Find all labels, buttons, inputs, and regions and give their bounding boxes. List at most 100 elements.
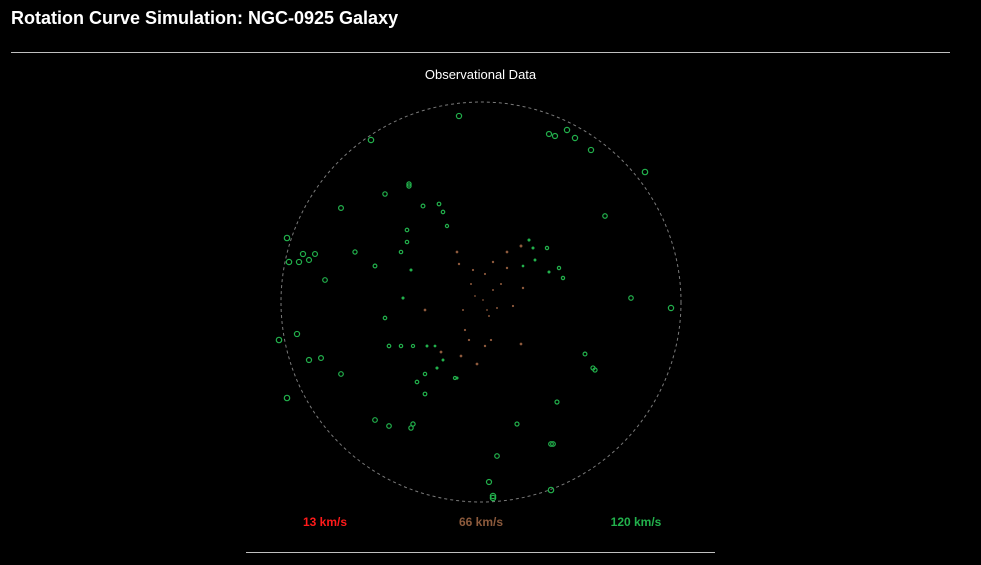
data-point	[338, 371, 344, 377]
data-point	[459, 354, 463, 358]
data-point	[367, 136, 375, 144]
data-point	[444, 223, 450, 229]
data-point	[435, 366, 439, 370]
data-point	[489, 338, 493, 342]
data-point	[372, 263, 378, 269]
data-point	[521, 264, 525, 268]
data-point	[560, 275, 566, 281]
data-point	[582, 351, 588, 357]
data-point	[293, 330, 301, 338]
data-point	[488, 315, 490, 317]
data-point	[352, 249, 358, 255]
data-point	[420, 203, 426, 209]
data-point	[533, 258, 537, 262]
data-point	[311, 250, 319, 258]
data-point	[485, 478, 493, 486]
data-point	[547, 270, 551, 274]
data-point	[499, 282, 503, 286]
data-point	[401, 296, 405, 300]
data-point	[548, 441, 554, 447]
data-point	[556, 265, 562, 271]
data-point	[551, 132, 559, 140]
data-point	[406, 183, 412, 189]
data-point	[471, 268, 475, 272]
data-point	[519, 244, 523, 248]
data-point	[285, 258, 293, 266]
data-point	[482, 299, 484, 301]
data-point	[410, 343, 416, 349]
data-point	[283, 234, 291, 242]
legend-low-velocity: 13 km/s	[302, 515, 348, 529]
data-point	[338, 205, 345, 212]
data-point	[587, 146, 595, 154]
data-point	[505, 266, 509, 270]
data-point	[422, 371, 428, 377]
data-point	[489, 494, 497, 502]
data-point	[496, 307, 498, 309]
panel-title: Observational Data	[424, 67, 537, 82]
data-point	[404, 239, 410, 245]
data-point	[511, 304, 515, 308]
data-point	[409, 268, 413, 272]
data-point	[398, 249, 404, 255]
footer-divider	[246, 552, 715, 553]
data-point	[452, 375, 458, 381]
data-point	[386, 423, 392, 429]
header-divider	[11, 52, 950, 53]
data-point	[299, 250, 307, 258]
data-point	[322, 277, 328, 283]
data-point	[491, 260, 495, 264]
data-point	[519, 342, 523, 346]
data-point	[470, 283, 472, 285]
data-point	[441, 358, 445, 362]
data-point	[410, 421, 416, 427]
data-point	[467, 338, 471, 342]
data-point	[544, 245, 550, 251]
data-point	[667, 304, 675, 312]
page-title: Rotation Curve Simulation: NGC-0925 Gala…	[11, 8, 399, 28]
data-point	[602, 213, 608, 219]
data-point	[455, 250, 459, 254]
data-point	[527, 238, 531, 242]
data-point	[305, 356, 313, 364]
data-point	[305, 256, 313, 264]
data-point	[592, 367, 598, 373]
data-point	[433, 344, 437, 348]
data-point	[492, 289, 494, 291]
legend-high-velocity: 120 km/s	[610, 515, 662, 529]
legend-mid-velocity: 66 km/s	[458, 515, 504, 529]
data-point	[474, 295, 476, 297]
data-point	[571, 134, 579, 142]
data-point	[641, 168, 649, 176]
data-point	[483, 344, 487, 348]
data-point	[423, 308, 427, 312]
data-point	[462, 309, 464, 311]
data-point	[275, 336, 283, 344]
data-point	[494, 453, 500, 459]
data-point	[440, 209, 446, 215]
data-point	[455, 112, 463, 120]
data-point	[628, 295, 634, 301]
data-point	[563, 126, 571, 134]
data-point	[554, 399, 560, 405]
data-point	[547, 486, 555, 494]
data-point	[514, 421, 520, 427]
data-point	[550, 441, 556, 447]
data-point	[406, 181, 412, 187]
data-point	[521, 286, 525, 290]
data-point	[457, 262, 461, 266]
data-point	[545, 130, 553, 138]
data-point	[382, 191, 388, 197]
data-point	[317, 354, 325, 362]
data-point	[295, 258, 303, 266]
data-point	[436, 201, 442, 207]
data-point	[531, 246, 535, 250]
data-point	[398, 343, 404, 349]
data-point	[386, 343, 392, 349]
data-points-layer	[275, 112, 675, 502]
galaxy-boundary-circle	[280, 101, 682, 503]
data-point	[425, 344, 429, 348]
data-point	[372, 417, 378, 423]
